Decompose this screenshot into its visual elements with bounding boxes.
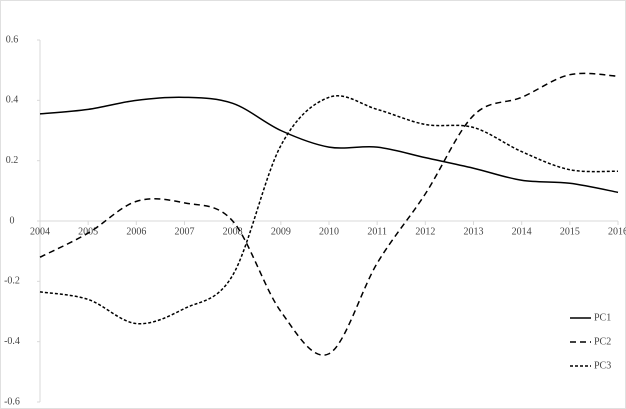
series-line xyxy=(39,72,619,356)
series-line xyxy=(39,95,619,325)
legend-label: PC3 xyxy=(594,360,611,371)
y-tick-label: -0.2 xyxy=(4,276,20,287)
x-tick-label: 2008 xyxy=(223,226,243,237)
x-tick-label: 2009 xyxy=(271,226,291,237)
y-tick-label: 0.2 xyxy=(6,155,19,166)
legend-label: PC1 xyxy=(594,312,611,323)
x-tick-label: 2015 xyxy=(560,226,580,237)
y-tick-label: -0.4 xyxy=(4,336,20,347)
x-tick-label: 2014 xyxy=(512,226,532,237)
y-tick-label: -0.6 xyxy=(4,396,20,407)
x-tick-label: 2010 xyxy=(319,226,339,237)
x-tick-label: 2006 xyxy=(126,226,146,237)
x-tick-label: 2016 xyxy=(608,226,626,237)
x-tick-label: 2007 xyxy=(175,226,195,237)
x-tick-label: 2012 xyxy=(415,226,435,237)
x-tick-label: 2011 xyxy=(367,226,387,237)
x-tick-label: 2005 xyxy=(78,226,98,237)
series-line xyxy=(39,96,619,194)
y-tick-label: 0.6 xyxy=(6,34,19,45)
x-tick-label: 2004 xyxy=(30,226,50,237)
y-tick-label: 0 xyxy=(10,215,15,226)
x-tick-label: 2013 xyxy=(464,226,484,237)
y-tick-label: 0.4 xyxy=(6,95,19,106)
legend-label: PC2 xyxy=(594,336,611,347)
